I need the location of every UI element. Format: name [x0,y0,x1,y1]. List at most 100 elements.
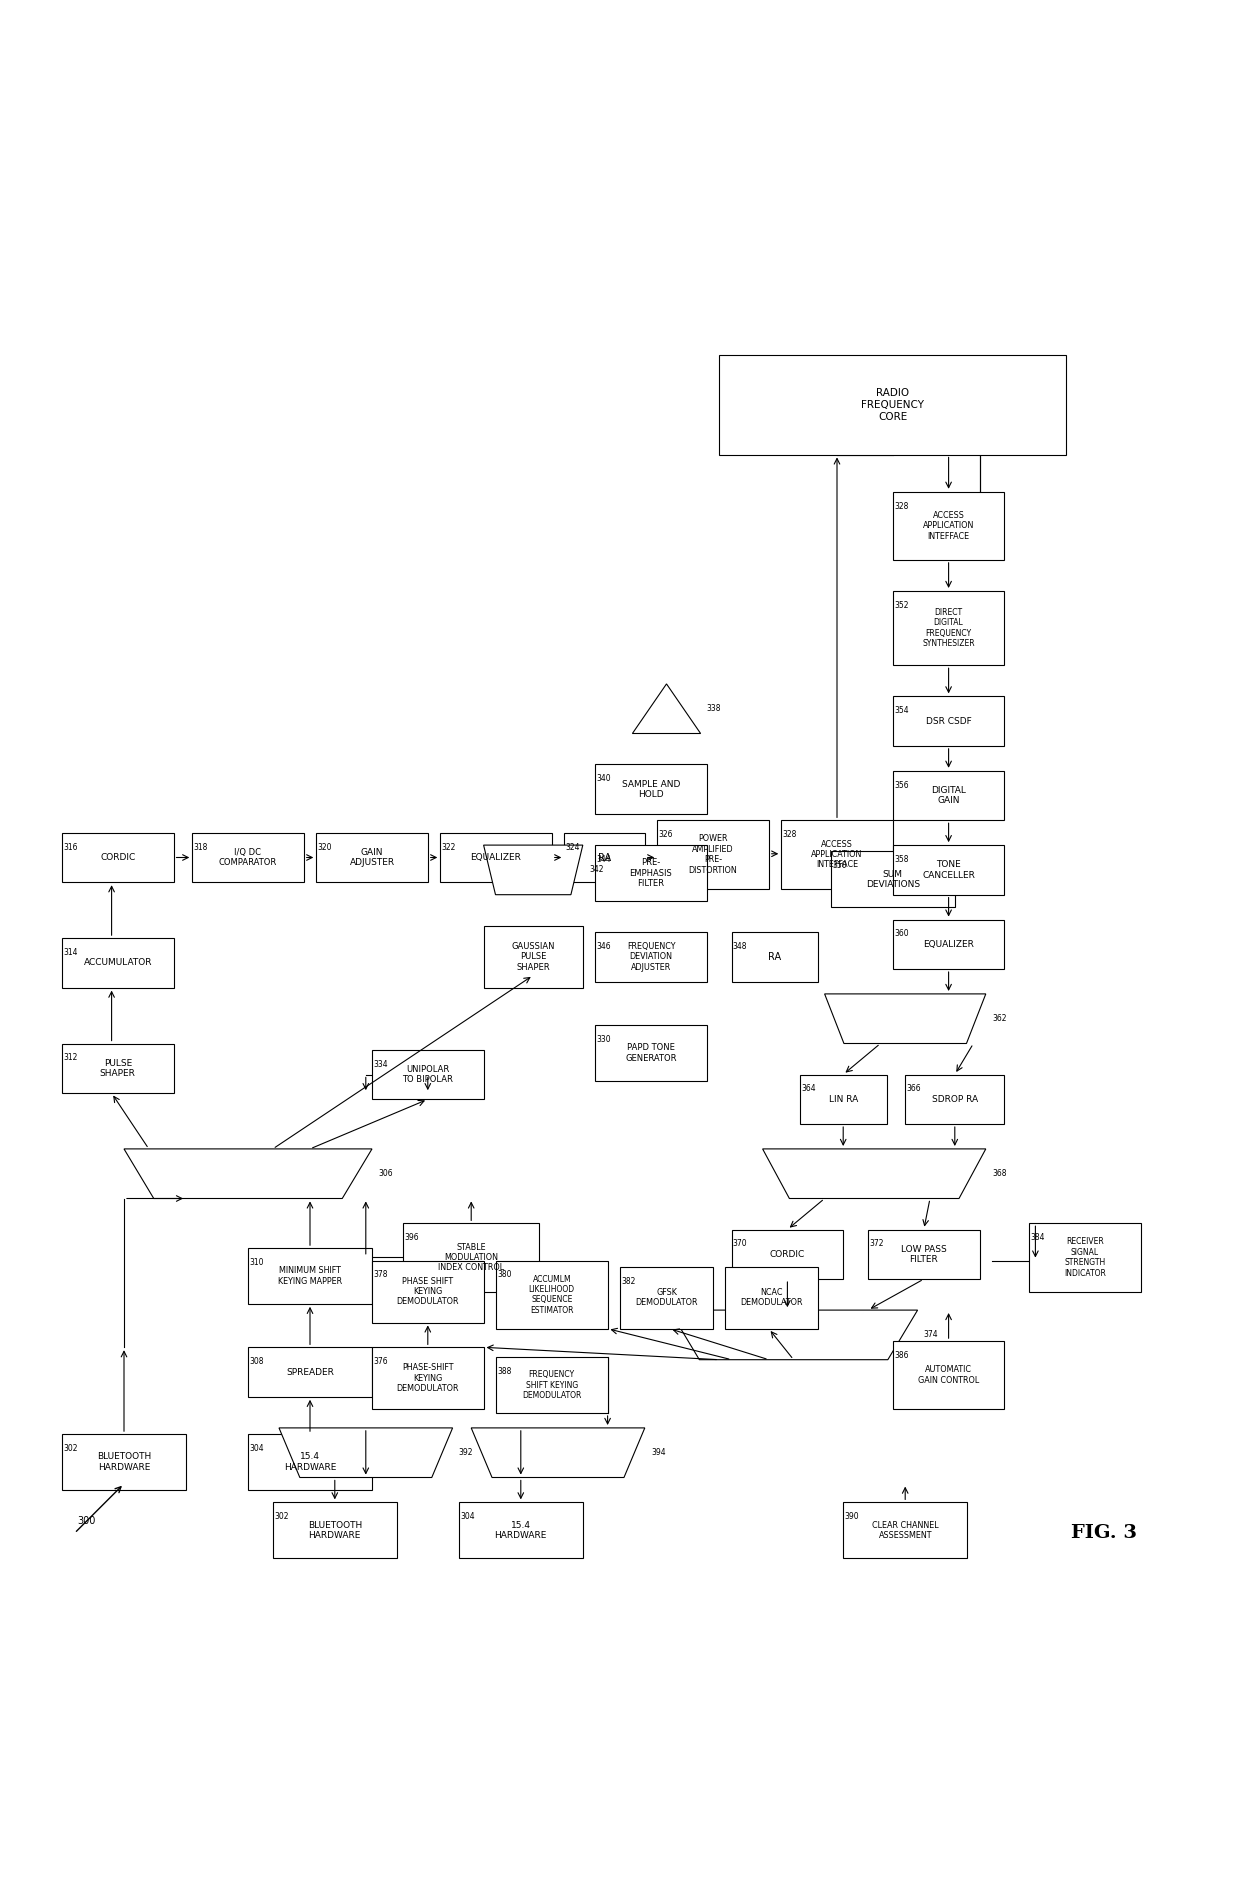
Text: 396: 396 [404,1234,419,1241]
FancyBboxPatch shape [192,833,304,882]
FancyBboxPatch shape [459,1502,583,1559]
FancyBboxPatch shape [372,1260,484,1323]
FancyBboxPatch shape [1029,1224,1141,1291]
FancyBboxPatch shape [595,846,707,901]
Text: UNIPOLAR
TO BIPOLAR: UNIPOLAR TO BIPOLAR [402,1065,454,1084]
Text: GAIN
ADJUSTER: GAIN ADJUSTER [350,848,394,867]
Text: 352: 352 [894,601,909,610]
Text: FIG. 3: FIG. 3 [1070,1525,1137,1542]
FancyBboxPatch shape [781,821,893,888]
Text: 314: 314 [63,949,78,956]
Text: BLUETOOTH
HARDWARE: BLUETOOTH HARDWARE [97,1452,151,1471]
Text: LOW PASS
FILTER: LOW PASS FILTER [901,1245,946,1264]
Text: 324: 324 [565,842,580,852]
Text: CLEAR CHANNEL
ASSESSMENT: CLEAR CHANNEL ASSESSMENT [872,1521,939,1540]
Text: PAPD TONE
GENERATOR: PAPD TONE GENERATOR [625,1044,677,1063]
Polygon shape [484,846,583,895]
Text: LIN RA: LIN RA [828,1095,858,1104]
Text: SPREADER: SPREADER [286,1367,334,1376]
Text: 334: 334 [373,1059,388,1068]
Text: 346: 346 [596,941,611,950]
Text: 338: 338 [707,703,722,713]
Text: 378: 378 [373,1270,388,1279]
FancyBboxPatch shape [725,1266,818,1329]
FancyBboxPatch shape [595,764,707,814]
Text: 370: 370 [733,1239,748,1249]
Text: 364: 364 [801,1084,816,1093]
Text: 326: 326 [658,831,673,838]
FancyBboxPatch shape [843,1502,967,1559]
Text: DIRECT
DIGITAL
FREQUENCY
SYNTHESIZER: DIRECT DIGITAL FREQUENCY SYNTHESIZER [923,608,975,648]
Text: NCAC
DEMODULATOR: NCAC DEMODULATOR [740,1289,804,1308]
Text: FREQUENCY
DEVIATION
ADJUSTER: FREQUENCY DEVIATION ADJUSTER [626,941,676,971]
FancyBboxPatch shape [800,1074,887,1123]
Text: RA: RA [598,852,611,863]
FancyBboxPatch shape [732,1230,843,1279]
Text: 366: 366 [906,1084,921,1093]
Text: 300: 300 [78,1515,95,1527]
Text: FREQUENCY
SHIFT KEYING
DEMODULATOR: FREQUENCY SHIFT KEYING DEMODULATOR [522,1371,582,1399]
Polygon shape [825,994,986,1044]
Text: 328: 328 [782,831,797,838]
FancyBboxPatch shape [62,833,174,882]
Text: DIGITAL
GAIN: DIGITAL GAIN [931,785,966,806]
FancyBboxPatch shape [893,846,1004,895]
Polygon shape [124,1148,372,1198]
FancyBboxPatch shape [893,1340,1004,1409]
Text: RECEIVER
SIGNAL
STRENGTH
INDICATOR: RECEIVER SIGNAL STRENGTH INDICATOR [1064,1238,1106,1277]
Text: ACCUMULATOR: ACCUMULATOR [83,958,153,968]
Text: DSR CSDF: DSR CSDF [926,717,971,726]
Text: EQUALIZER: EQUALIZER [470,854,522,861]
FancyBboxPatch shape [905,1074,1004,1123]
Text: 372: 372 [869,1239,884,1249]
FancyBboxPatch shape [248,1348,372,1397]
Text: 302: 302 [63,1445,78,1452]
Text: 15.4
HARDWARE: 15.4 HARDWARE [284,1452,336,1471]
FancyBboxPatch shape [719,355,1066,454]
Text: SDROP RA: SDROP RA [931,1095,978,1104]
Text: 328: 328 [894,502,909,511]
Text: 344: 344 [596,855,611,865]
Text: 310: 310 [249,1258,264,1268]
Text: SUM
DEVIATIONS: SUM DEVIATIONS [866,869,920,890]
FancyBboxPatch shape [62,937,174,989]
Text: 308: 308 [249,1357,264,1367]
Text: PULSE
SHAPER: PULSE SHAPER [100,1059,135,1078]
FancyBboxPatch shape [893,920,1004,970]
Text: RA: RA [769,952,781,962]
FancyBboxPatch shape [657,821,769,888]
Text: RADIO
FREQUENCY
CORE: RADIO FREQUENCY CORE [862,388,924,422]
Text: 388: 388 [497,1367,512,1376]
FancyBboxPatch shape [893,591,1004,665]
Text: 302: 302 [274,1511,289,1521]
Text: 394: 394 [651,1449,666,1458]
Text: CORDIC: CORDIC [100,854,135,861]
FancyBboxPatch shape [62,1044,174,1093]
FancyBboxPatch shape [564,833,645,882]
Polygon shape [763,1148,986,1198]
Text: 360: 360 [894,930,909,939]
Text: 392: 392 [459,1449,474,1458]
FancyBboxPatch shape [248,1249,372,1304]
Text: ACCESS
APPLICATION
INTEFFACE: ACCESS APPLICATION INTEFFACE [923,511,975,540]
Text: TONE
CANCELLER: TONE CANCELLER [923,859,975,880]
Polygon shape [632,684,701,734]
Text: 368: 368 [992,1169,1007,1179]
Polygon shape [471,1428,645,1477]
FancyBboxPatch shape [273,1502,397,1559]
Text: 384: 384 [1030,1234,1045,1241]
FancyBboxPatch shape [496,1357,608,1412]
Text: 380: 380 [497,1270,512,1279]
FancyBboxPatch shape [893,492,1004,561]
Text: PHASE SHIFT
KEYING
DEMODULATOR: PHASE SHIFT KEYING DEMODULATOR [397,1277,459,1306]
FancyBboxPatch shape [732,931,818,981]
FancyBboxPatch shape [868,1230,980,1279]
Text: 356: 356 [894,781,909,789]
FancyBboxPatch shape [595,931,707,981]
Text: STABLE
MODULATION
INDEX CONTROL: STABLE MODULATION INDEX CONTROL [438,1243,505,1272]
Text: 320: 320 [317,842,332,852]
FancyBboxPatch shape [831,852,955,907]
Text: 342: 342 [589,865,604,874]
Text: 376: 376 [373,1357,388,1367]
FancyBboxPatch shape [372,1348,484,1409]
